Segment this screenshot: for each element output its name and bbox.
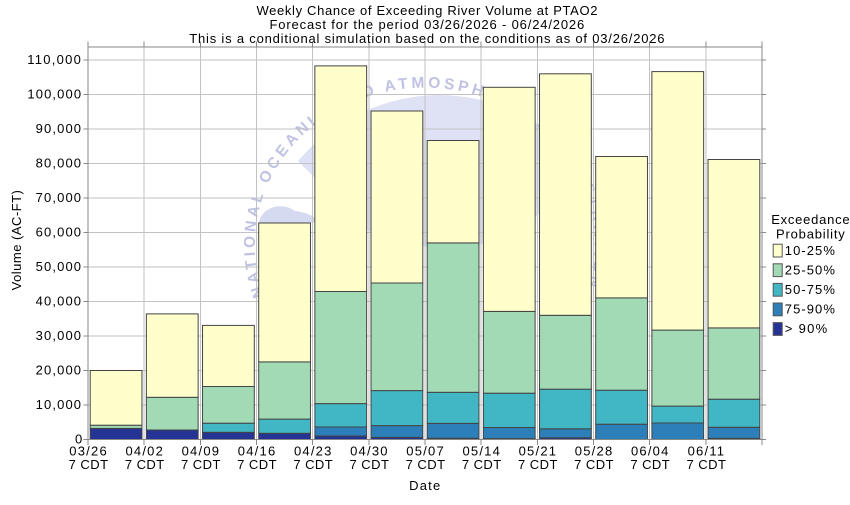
svg-text:10,000: 10,000: [36, 397, 83, 412]
svg-text:110,000: 110,000: [27, 52, 82, 67]
svg-text:7 CDT: 7 CDT: [462, 457, 502, 472]
svg-text:05/28: 05/28: [575, 444, 614, 459]
svg-text:05/21: 05/21: [519, 444, 558, 459]
svg-text:50,000: 50,000: [36, 259, 83, 274]
svg-text:Exceedance: Exceedance: [771, 212, 850, 227]
svg-text:04/09: 04/09: [182, 444, 221, 459]
svg-text:04/23: 04/23: [294, 444, 333, 459]
svg-text:05/07: 05/07: [406, 444, 445, 459]
svg-text:7 CDT: 7 CDT: [181, 457, 221, 472]
svg-text:0: 0: [75, 432, 82, 447]
svg-text:80,000: 80,000: [36, 156, 83, 171]
svg-text:05/14: 05/14: [462, 444, 501, 459]
svg-text:This is a conditional simulati: This is a conditional simulation based o…: [189, 31, 665, 46]
svg-text:04/02: 04/02: [125, 444, 164, 459]
svg-text:7 CDT: 7 CDT: [406, 457, 446, 472]
svg-text:03/26: 03/26: [69, 444, 108, 459]
svg-text:7 CDT: 7 CDT: [125, 457, 165, 472]
svg-text:90,000: 90,000: [36, 121, 83, 136]
svg-text:10-25%: 10-25%: [785, 243, 836, 258]
svg-text:7 CDT: 7 CDT: [518, 457, 558, 472]
svg-text:50-75%: 50-75%: [785, 282, 836, 297]
svg-text:70,000: 70,000: [36, 190, 83, 205]
svg-text:7 CDT: 7 CDT: [349, 457, 389, 472]
svg-text:30,000: 30,000: [36, 328, 83, 343]
svg-text:20,000: 20,000: [36, 363, 83, 378]
svg-text:60,000: 60,000: [36, 225, 83, 240]
svg-text:06/04: 06/04: [631, 444, 670, 459]
svg-text:Volume (AC-FT): Volume (AC-FT): [9, 190, 24, 291]
svg-text:Date: Date: [409, 478, 441, 493]
svg-text:7 CDT: 7 CDT: [293, 457, 333, 472]
svg-text:04/16: 04/16: [238, 444, 277, 459]
svg-text:> 90%: > 90%: [785, 321, 829, 336]
svg-text:Probability: Probability: [776, 227, 845, 242]
svg-text:7 CDT: 7 CDT: [574, 457, 614, 472]
svg-text:40,000: 40,000: [36, 294, 83, 309]
svg-text:7 CDT: 7 CDT: [237, 457, 277, 472]
svg-text:04/30: 04/30: [350, 444, 389, 459]
svg-text:7 CDT: 7 CDT: [686, 457, 726, 472]
svg-text:7 CDT: 7 CDT: [69, 457, 109, 472]
svg-text:25-50%: 25-50%: [785, 262, 836, 277]
svg-text:Forecast for the period 03/26/: Forecast for the period 03/26/2026 - 06/…: [270, 17, 586, 32]
svg-text:Weekly Chance of Exceeding Riv: Weekly Chance of Exceeding River Volume …: [256, 3, 598, 18]
svg-text:06/11: 06/11: [688, 444, 726, 459]
svg-text:75-90%: 75-90%: [785, 302, 836, 317]
svg-text:7 CDT: 7 CDT: [630, 457, 670, 472]
svg-text:100,000: 100,000: [27, 87, 82, 102]
